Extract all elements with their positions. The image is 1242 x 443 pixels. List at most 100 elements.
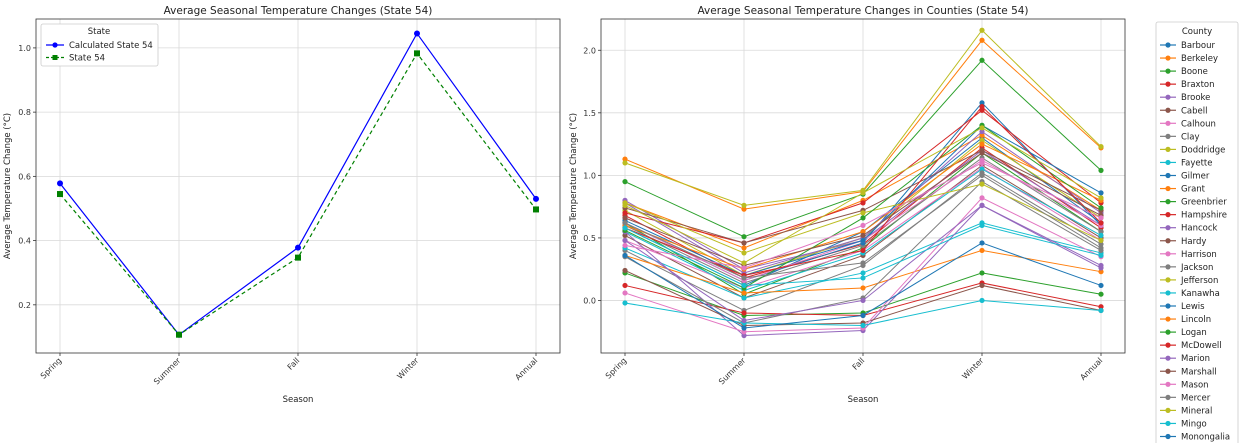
y-tick-label: 1.0 xyxy=(18,44,31,53)
data-point xyxy=(1098,167,1104,173)
data-point xyxy=(622,232,628,239)
y-tick-label: 0.0 xyxy=(583,296,596,305)
legend-label: Kanawha xyxy=(1181,289,1220,299)
legend-box xyxy=(1155,21,1239,443)
data-point xyxy=(979,270,985,276)
series-state-54 xyxy=(57,50,539,338)
x-tick-label: Summer xyxy=(717,356,748,387)
series-group xyxy=(57,30,539,338)
legend-swatch-marker xyxy=(1165,107,1171,113)
y-tick-label: 0.4 xyxy=(18,237,31,246)
data-point xyxy=(533,206,539,213)
data-point xyxy=(1098,190,1104,196)
legend-label: Clay xyxy=(1181,132,1200,142)
data-point xyxy=(1098,237,1104,244)
data-point xyxy=(1098,269,1104,275)
data-point xyxy=(622,267,628,274)
y-tick-label: 1.0 xyxy=(583,171,596,180)
data-point xyxy=(741,250,747,256)
x-tick-label: Winter xyxy=(960,356,986,382)
legend-swatch-marker xyxy=(1165,81,1171,87)
legend-label: Grant xyxy=(1181,185,1206,195)
legend-swatch-marker xyxy=(1165,42,1171,48)
x-tick-label: Fall xyxy=(286,356,302,372)
legend-swatch-marker xyxy=(1165,303,1171,309)
legend-label: Jackson xyxy=(1180,263,1213,273)
x-tick-label: Spring xyxy=(604,356,629,381)
x-tick-label: Summer xyxy=(152,356,183,387)
data-point xyxy=(622,220,628,226)
data-point xyxy=(533,195,539,202)
legend-label: Brooke xyxy=(1181,93,1210,103)
data-point xyxy=(414,30,420,37)
data-point xyxy=(979,222,985,229)
legend-label: Cabell xyxy=(1181,106,1208,116)
y-axis-label: Average Temperature Change (°C) xyxy=(3,113,13,259)
data-point xyxy=(1098,252,1104,259)
legend-swatch-marker xyxy=(1165,225,1171,231)
data-point xyxy=(860,210,866,216)
data-point xyxy=(741,260,747,266)
data-point xyxy=(741,317,747,324)
data-point xyxy=(622,242,628,249)
data-point xyxy=(979,240,985,246)
data-point xyxy=(979,166,985,172)
legend-swatch-marker xyxy=(1165,420,1171,427)
legend-swatch-marker xyxy=(1165,185,1171,192)
legend-swatch-marker xyxy=(52,55,58,60)
data-point xyxy=(1098,232,1104,239)
data-point xyxy=(1098,195,1104,201)
legend-swatch-marker xyxy=(1165,381,1171,387)
data-point xyxy=(979,282,985,289)
data-point xyxy=(622,290,628,296)
legend-label: State 54 xyxy=(69,54,105,64)
legend-swatch-marker xyxy=(1165,355,1171,361)
legend-label: Mineral xyxy=(1181,406,1212,416)
data-point xyxy=(741,295,747,301)
x-tick-label: Spring xyxy=(39,356,64,381)
legend-label: Calhoun xyxy=(1181,119,1216,129)
data-point xyxy=(860,312,866,319)
y-tick-label: 2.0 xyxy=(583,46,596,55)
series-unlabeled xyxy=(622,172,1104,281)
legend-label: Greenbrier xyxy=(1181,198,1227,208)
data-point xyxy=(741,265,747,271)
x-axis-label: Season xyxy=(283,395,314,405)
data-point xyxy=(1098,143,1104,150)
legend: County Barbour Berkeley Boone Braxton Brooke… xyxy=(1155,21,1239,443)
data-point xyxy=(860,229,866,235)
data-point xyxy=(622,225,628,231)
data-point xyxy=(1098,220,1104,226)
data-point xyxy=(860,270,866,276)
data-point xyxy=(622,252,628,259)
x-tick-label: Annual xyxy=(513,356,539,382)
data-point xyxy=(979,172,985,178)
series-unlabeled xyxy=(622,202,1104,324)
data-point xyxy=(295,254,301,261)
legend-swatch-marker xyxy=(1165,146,1171,152)
legend-swatch-marker xyxy=(1165,329,1171,335)
data-point xyxy=(860,232,866,239)
data-point xyxy=(979,137,985,143)
series-line xyxy=(59,52,537,336)
legend-swatch-marker xyxy=(1165,120,1171,126)
data-point xyxy=(295,244,301,251)
data-point xyxy=(979,160,985,166)
y-tick-label: 0.5 xyxy=(583,234,596,243)
data-point xyxy=(1098,265,1104,271)
legend-label: Jefferson xyxy=(1180,276,1218,286)
legend-label: Logan xyxy=(1181,328,1207,338)
legend-label: Doddridge xyxy=(1181,145,1225,155)
data-point xyxy=(741,310,747,316)
data-point xyxy=(1098,215,1104,221)
chart-title: Average Seasonal Temperature Changes in … xyxy=(697,5,1028,17)
y-axis-label: Average Temperature Change (°C) xyxy=(569,113,579,259)
data-point xyxy=(979,141,985,147)
legend-swatch-marker xyxy=(1165,94,1171,100)
county-chart: Average Seasonal Temperature Changes in … xyxy=(569,5,1239,443)
legend-swatch-marker xyxy=(1165,264,1171,270)
data-point xyxy=(860,200,866,206)
legend-label: Hampshire xyxy=(1181,211,1227,221)
y-tick-label: 1.5 xyxy=(583,109,596,118)
